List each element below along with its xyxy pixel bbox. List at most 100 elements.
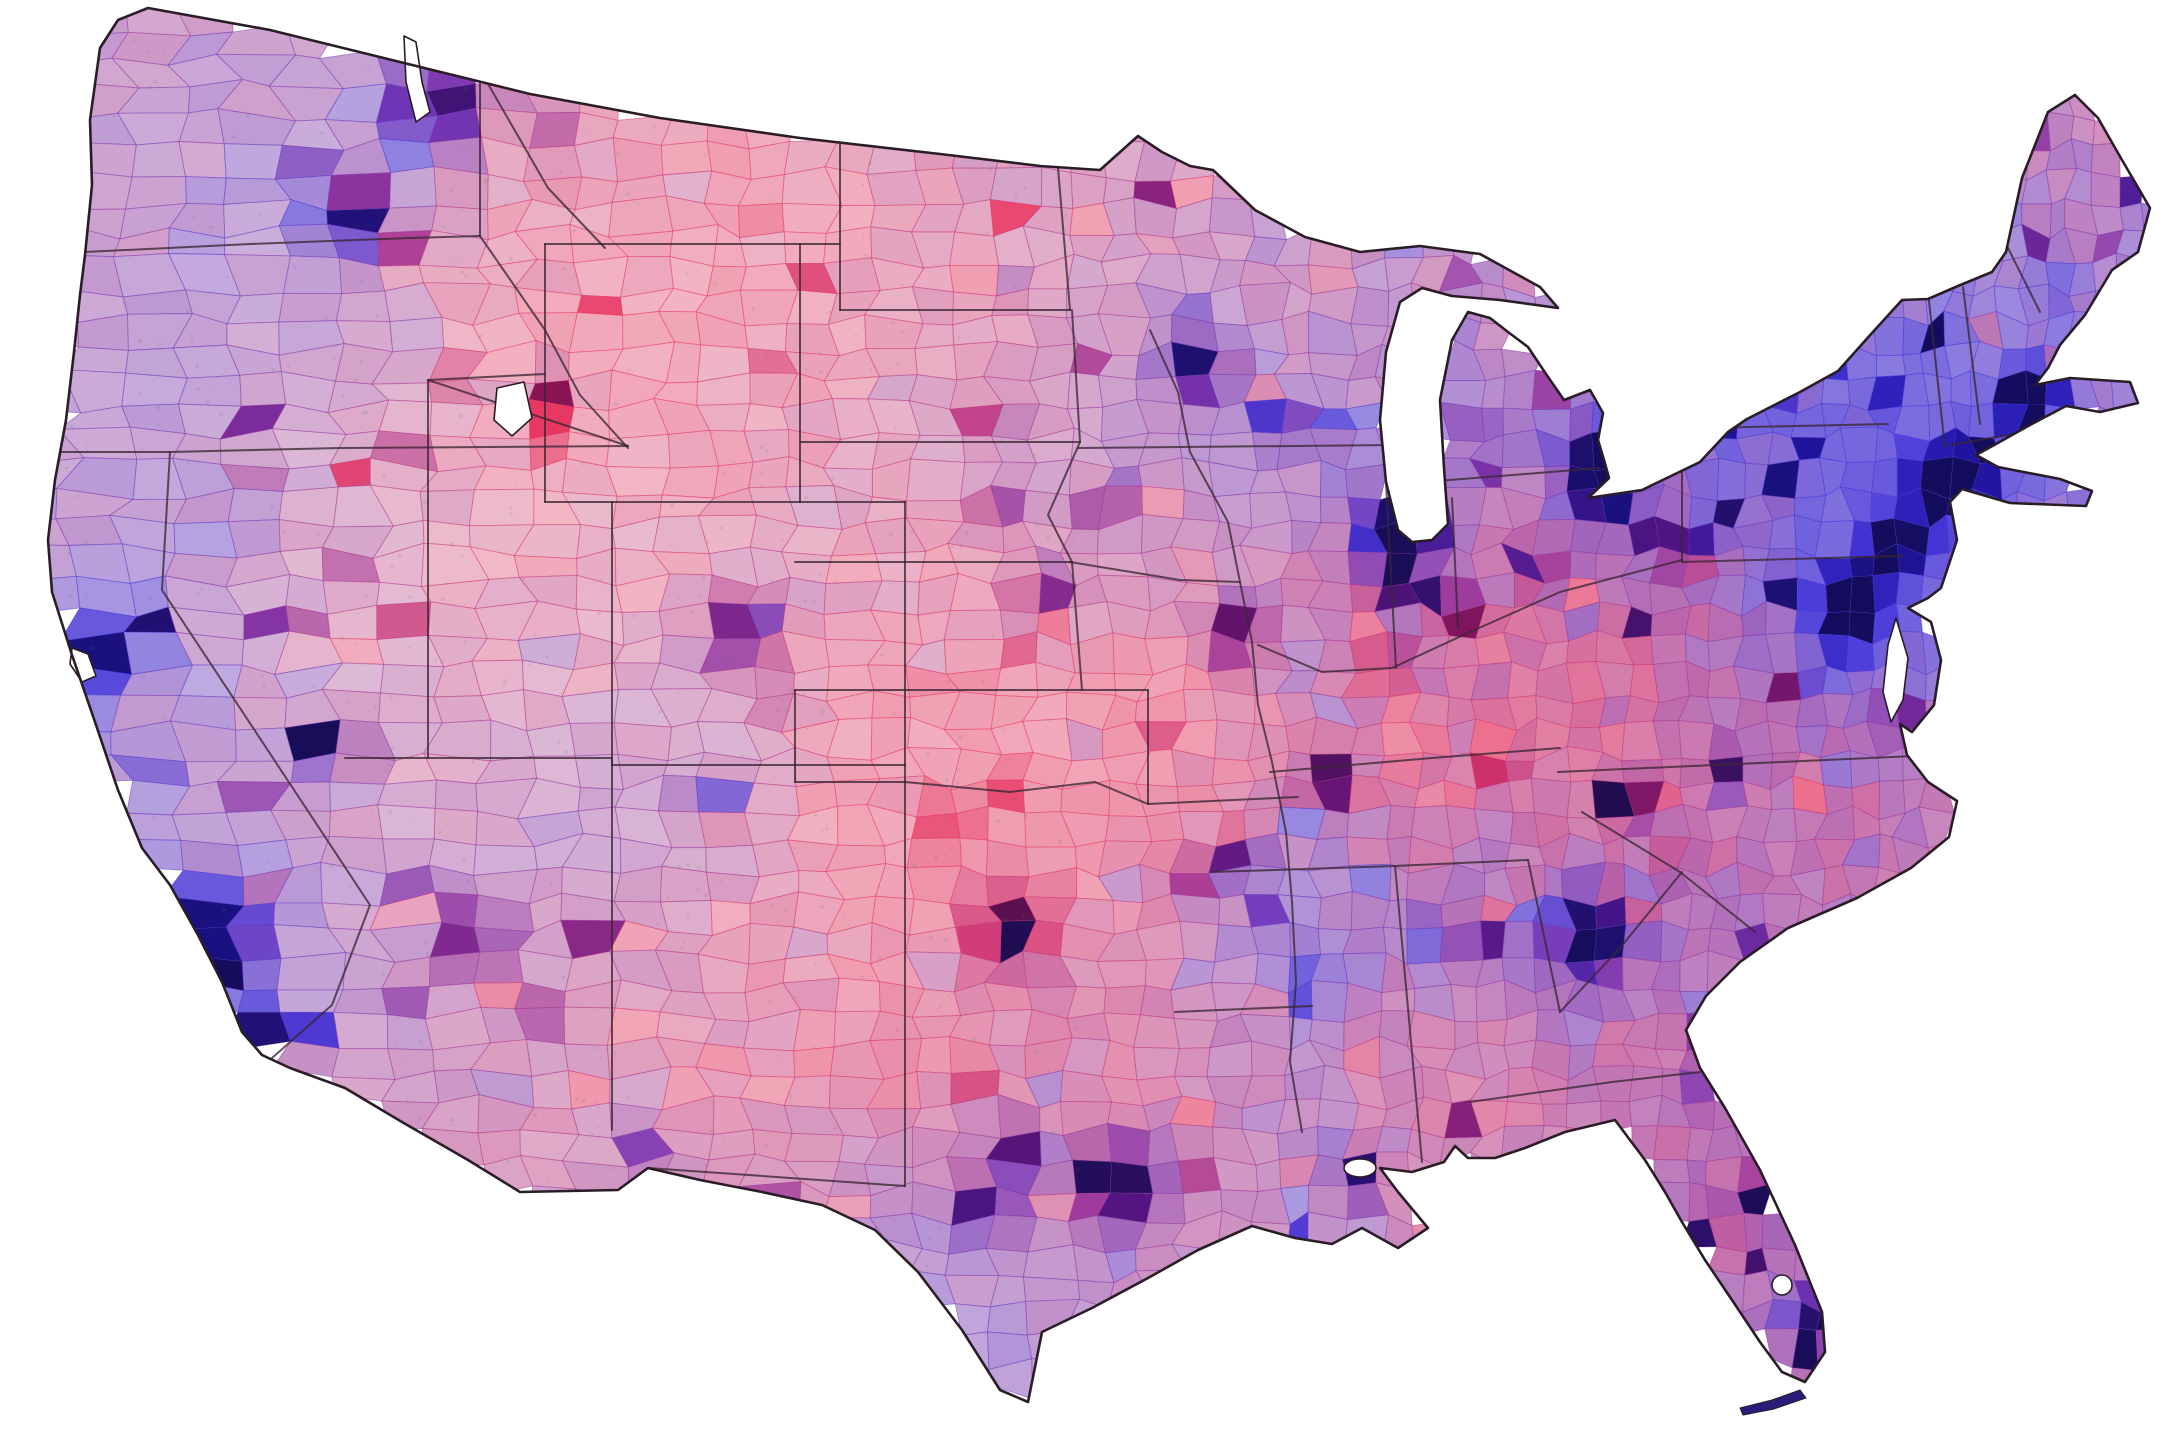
- county: [1531, 369, 1572, 411]
- county: [825, 553, 883, 585]
- county: [1872, 316, 1905, 357]
- county: [1031, 1358, 1077, 1400]
- county: [1924, 700, 1949, 732]
- county-mosaic: [48, 8, 2150, 1400]
- county: [1871, 457, 1898, 498]
- county: [1650, 633, 1687, 665]
- county: [237, 989, 281, 1013]
- county: [1319, 496, 1352, 525]
- county: [573, 255, 629, 298]
- county: [1565, 1126, 1602, 1166]
- county: [1764, 922, 1798, 966]
- state-borders: [51, 69, 2049, 1187]
- county: [332, 988, 388, 1016]
- county: [1439, 920, 1484, 963]
- county: [605, 466, 671, 497]
- county: [1096, 959, 1147, 989]
- county: [705, 844, 761, 878]
- county: [1600, 1100, 1633, 1134]
- county: [698, 811, 754, 849]
- county: [1653, 1181, 1691, 1223]
- county: [822, 1195, 872, 1219]
- county: [377, 779, 437, 809]
- county: [1875, 354, 1907, 378]
- county: [1481, 376, 1506, 409]
- county: [1502, 369, 1536, 411]
- county: [987, 1300, 1028, 1336]
- county: [783, 231, 827, 265]
- county: [1145, 1192, 1186, 1225]
- county: [111, 812, 182, 841]
- county: [227, 488, 284, 523]
- county: [1179, 920, 1220, 963]
- lakes-and-bays: [69, 35, 1909, 1296]
- county: [612, 137, 664, 183]
- county: [48, 289, 79, 325]
- county: [1070, 139, 1108, 179]
- us-outline: [46, 6, 2152, 1404]
- county: [1993, 432, 2029, 466]
- county: [1039, 1100, 1064, 1137]
- county: [569, 722, 619, 757]
- county: [1104, 815, 1153, 843]
- county: [1946, 514, 1977, 554]
- county: [1141, 485, 1185, 520]
- county: [433, 807, 479, 846]
- county: [661, 465, 720, 499]
- county: [131, 141, 187, 178]
- county: [1133, 1046, 1180, 1081]
- county: [1317, 890, 1353, 931]
- county: [468, 488, 535, 527]
- county: [173, 521, 238, 559]
- puget-sound: [403, 35, 431, 123]
- county: [1542, 1103, 1568, 1128]
- county: [1593, 467, 1634, 495]
- county: [605, 433, 671, 469]
- county: [1026, 1329, 1066, 1363]
- county: [739, 231, 787, 268]
- county: [1406, 927, 1444, 965]
- county: [1109, 1161, 1154, 1194]
- county: [1169, 1122, 1215, 1162]
- county: [916, 1036, 952, 1074]
- county: [914, 344, 958, 381]
- county: [223, 143, 283, 180]
- county: [48, 322, 80, 348]
- county: [743, 1047, 796, 1078]
- county: [1968, 402, 1995, 440]
- county: [1344, 463, 1390, 501]
- county: [695, 776, 755, 814]
- county: [1709, 400, 1740, 440]
- county: [1761, 459, 1800, 500]
- county: [185, 176, 227, 205]
- county: [1411, 311, 1456, 357]
- county: [1346, 836, 1392, 867]
- county: [576, 294, 624, 316]
- county: [434, 779, 479, 812]
- county: [1072, 1159, 1113, 1194]
- county: [911, 813, 961, 839]
- county: [326, 172, 392, 212]
- county: [321, 902, 381, 931]
- county: [743, 782, 800, 817]
- county: [1593, 923, 1627, 962]
- county: [823, 226, 873, 264]
- county: [1472, 322, 1515, 351]
- county: [331, 1047, 396, 1081]
- county: [660, 140, 713, 176]
- county: [273, 902, 330, 929]
- county: [335, 290, 391, 323]
- county: [121, 372, 189, 407]
- county: [910, 434, 966, 463]
- county: [793, 1009, 837, 1052]
- county: [1255, 1158, 1282, 1193]
- county: [421, 1128, 485, 1166]
- county: [1686, 1159, 1707, 1186]
- county: [1706, 991, 1741, 1020]
- county: [2090, 171, 2121, 209]
- county: [875, 550, 927, 583]
- county: [1761, 1212, 1797, 1252]
- county: [1743, 1212, 1764, 1253]
- county: [177, 374, 242, 407]
